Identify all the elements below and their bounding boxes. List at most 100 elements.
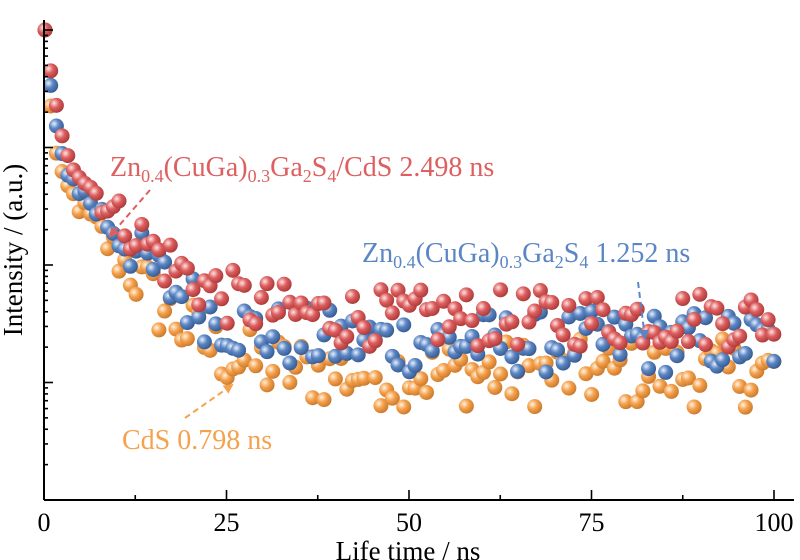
data-point-composite: [464, 313, 480, 329]
arrow-composite: [108, 189, 151, 238]
data-point-cds: [128, 286, 144, 302]
data-point-zcgs: [390, 357, 406, 373]
x-axis-title: Life time / ns: [336, 536, 481, 560]
data-point-composite: [510, 336, 526, 352]
data-point-composite: [367, 333, 383, 349]
data-point-zcgs: [396, 317, 412, 333]
data-point-zcgs: [549, 342, 565, 358]
data-point-zcgs: [191, 309, 207, 325]
data-point-zcgs: [561, 309, 577, 325]
data-point-composite: [532, 283, 548, 299]
data-point-cds: [743, 382, 759, 398]
data-point-cds: [578, 366, 594, 382]
data-point-cds: [487, 379, 503, 395]
data-point-zcgs: [669, 348, 685, 364]
data-point-composite: [54, 128, 70, 144]
data-point-cds: [686, 399, 702, 415]
series-composite: [37, 22, 782, 355]
data-point-zcgs: [202, 299, 218, 315]
data-point-composite: [424, 300, 440, 316]
data-point-composite: [669, 323, 685, 339]
data-point-composite: [134, 216, 150, 232]
data-point-cds: [481, 354, 497, 370]
data-point-zcgs: [606, 309, 622, 325]
data-point-zcgs: [231, 342, 247, 358]
data-point-zcgs: [145, 261, 161, 277]
label-cds: CdS 0.798 ns: [122, 425, 272, 456]
data-point-cds: [396, 399, 412, 415]
data-point-zcgs: [521, 341, 537, 357]
data-point-composite: [555, 327, 571, 343]
annotation-zcgs: Zn0.4(CuGa)0.3Ga2S4 1.252 ns: [362, 238, 690, 340]
data-point-composite: [487, 331, 503, 347]
data-point-zcgs: [259, 344, 275, 360]
data-point-composite: [219, 315, 235, 331]
data-point-cds: [521, 358, 537, 374]
data-point-zcgs: [179, 315, 195, 331]
data-point-zcgs: [726, 315, 742, 331]
data-point-cds: [584, 386, 600, 402]
data-point-composite: [436, 293, 452, 309]
data-point-cds: [179, 331, 195, 347]
data-point-cds: [367, 370, 383, 386]
data-point-composite: [282, 294, 298, 310]
data-point-zcgs: [196, 334, 212, 350]
data-point-cds: [248, 358, 264, 374]
data-point-cds: [493, 366, 509, 382]
data-point-zcgs: [327, 348, 343, 364]
data-point-composite: [453, 311, 469, 327]
data-point-composite: [441, 319, 457, 335]
data-point-composite: [356, 320, 372, 336]
data-point-composite: [384, 305, 400, 321]
annotation-cds: CdS 0.798 ns: [122, 383, 272, 456]
x-tick-label: 0: [38, 508, 51, 537]
data-point-cds: [595, 353, 611, 369]
data-point-composite: [117, 228, 133, 244]
data-point-cds: [418, 384, 434, 400]
data-point-composite: [470, 338, 486, 354]
series-zcgs: [37, 22, 782, 380]
label-zcgs: Zn0.4(CuGa)0.3Ga2S4 1.252 ns: [362, 238, 690, 272]
data-point-composite: [88, 185, 104, 201]
data-point-cds: [259, 377, 275, 393]
label-composite: Zn0.4(CuGa)0.3Ga2S4/CdS 2.498 ns: [110, 152, 494, 186]
data-point-composite: [493, 282, 509, 298]
data-point-composite: [214, 291, 230, 307]
data-point-cds: [561, 380, 577, 396]
data-point-cds: [282, 374, 298, 390]
data-point-zcgs: [584, 303, 600, 319]
data-point-composite: [236, 277, 252, 293]
data-point-composite: [128, 238, 144, 254]
data-point-composite: [680, 334, 696, 350]
data-point-cds: [504, 386, 520, 402]
x-tick-label: 75: [579, 508, 605, 537]
data-point-composite: [675, 291, 691, 307]
data-point-cds: [663, 383, 679, 399]
data-point-cds: [436, 363, 452, 379]
data-point-cds: [384, 390, 400, 406]
data-point-zcgs: [43, 77, 59, 93]
data-point-cds: [111, 263, 127, 279]
data-point-composite: [48, 97, 64, 113]
data-point-composite: [578, 291, 594, 307]
data-point-zcgs: [122, 258, 138, 274]
data-point-zcgs: [293, 340, 309, 356]
data-point-zcgs: [737, 345, 753, 361]
data-point-zcgs: [265, 329, 281, 345]
data-point-composite: [327, 322, 343, 338]
data-point-zcgs: [174, 289, 190, 305]
data-point-zcgs: [612, 346, 628, 362]
data-point-zcgs: [276, 340, 292, 356]
data-point-zcgs: [441, 329, 457, 345]
arrow-cds: [184, 383, 234, 419]
data-point-composite: [715, 316, 731, 332]
data-point-composite: [749, 302, 765, 318]
data-point-cds: [356, 370, 372, 386]
data-point-composite: [430, 332, 446, 348]
data-point-composite: [151, 242, 167, 258]
data-point-cds: [413, 371, 429, 387]
data-point-composite: [162, 237, 178, 253]
data-point-composite: [686, 312, 702, 328]
data-point-cds: [635, 383, 651, 399]
data-point-zcgs: [208, 316, 224, 332]
